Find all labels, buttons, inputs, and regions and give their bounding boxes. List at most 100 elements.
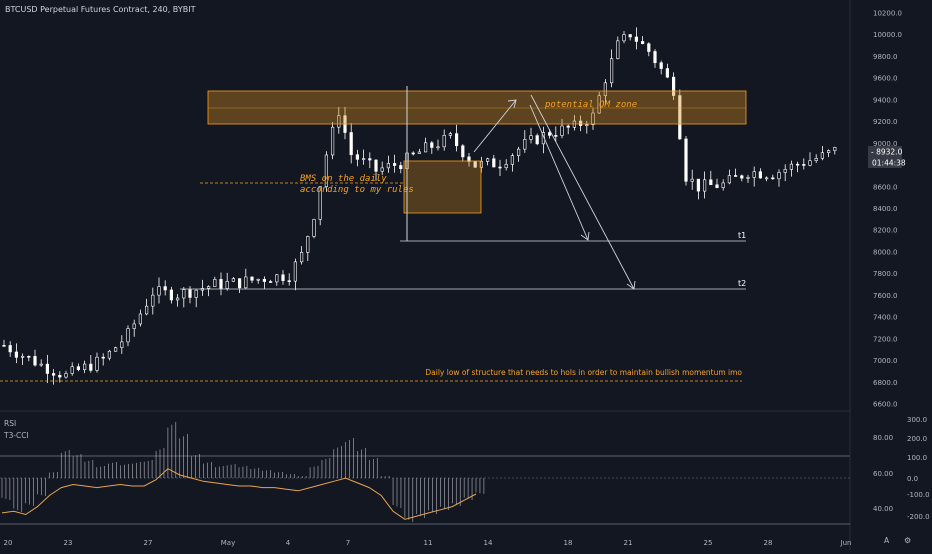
candle-body (597, 95, 601, 114)
candle-body (814, 158, 818, 161)
candle-body (45, 363, 49, 374)
consolidation-zone[interactable] (403, 160, 482, 214)
candle-body (157, 286, 161, 296)
time-tick-label: 4 (286, 539, 291, 547)
time-tick-label: 21 (624, 539, 633, 547)
down-arrow-t2-head (626, 280, 636, 290)
candle-body (386, 163, 391, 169)
price-tick-label: 8000.0 (873, 248, 898, 256)
candle-body (306, 236, 310, 253)
candle-body (442, 135, 446, 148)
last-price-tag[interactable] (868, 146, 902, 157)
candle-body (132, 323, 136, 329)
rsi-tick-label: 40.00 (873, 505, 893, 513)
candle-body (120, 341, 124, 348)
candle-body (727, 175, 731, 184)
time-tick-label: 18 (564, 539, 573, 547)
candle-body (287, 280, 291, 282)
candle-body (114, 347, 118, 352)
settings-icon[interactable]: ⚙ (904, 536, 911, 545)
candle-body (207, 286, 211, 289)
candle-body (436, 146, 440, 149)
price-tick-label: 10000.0 (873, 31, 902, 39)
candle-body (783, 169, 787, 173)
t1-label: t1 (738, 231, 746, 240)
candle-body (256, 278, 260, 281)
candle-body (374, 159, 378, 172)
price-tick-label: 9000.0 (873, 140, 898, 148)
cci-tick-label: 300.0 (907, 416, 927, 424)
candle-body (64, 373, 68, 378)
price-tick-label: 6800.0 (873, 379, 898, 387)
candle-body (76, 366, 80, 371)
candle-body (448, 133, 453, 136)
candle-body (510, 155, 515, 165)
candle-body (609, 58, 614, 84)
candle-body (219, 279, 223, 289)
rsi-label[interactable]: RSI (4, 419, 16, 428)
rsi-line (1, 468, 477, 520)
candle-body (70, 366, 74, 374)
qm-zone[interactable] (207, 90, 747, 125)
price-tick-label: 7000.0 (873, 357, 898, 365)
candle-body (498, 166, 502, 169)
candle-body (740, 175, 744, 179)
time-tick-label: 7 (346, 539, 350, 547)
up-arrow-head (507, 99, 517, 109)
candle-body (684, 138, 688, 182)
countdown-tag (868, 157, 902, 168)
price-tick-label: 7200.0 (873, 335, 898, 343)
candle-body (516, 148, 521, 156)
candle-body (399, 165, 403, 170)
candle-body (603, 82, 607, 97)
candle-body (653, 51, 657, 64)
candle-body (659, 62, 663, 69)
cci-tick-label: 0.0 (907, 475, 918, 483)
candle-body (709, 179, 713, 186)
projection-arrows[interactable] (473, 94, 636, 290)
candle-body (678, 95, 682, 140)
time-tick-label: 25 (704, 539, 713, 547)
rsi-tick-label: 80.00 (873, 434, 893, 442)
cci-label[interactable]: T3-CCI (3, 431, 29, 440)
candle-body (268, 281, 273, 283)
candle-body (423, 142, 428, 153)
candle-body (293, 261, 298, 282)
bms-label-line2: according to my rules (300, 185, 414, 195)
candle-body (176, 297, 180, 301)
candle-body (380, 167, 384, 172)
auto-scale-button[interactable]: A (884, 536, 890, 545)
candle-body (485, 158, 490, 162)
candle-body (337, 115, 341, 128)
price-tick-label: 7600.0 (873, 292, 898, 300)
candle-body (622, 34, 626, 42)
down-arrow-t2-path (530, 94, 635, 290)
candle-body (733, 175, 738, 177)
candle-body (702, 179, 707, 192)
time-axis[interactable]: 20 23 27 May 4 7 11 14 18 21 25 28 Jun (4, 539, 852, 547)
symbol-title[interactable]: BTCUSD Perpetual Futures Contract, 240, … (5, 5, 196, 14)
price-tick-label: 6600.0 (873, 401, 898, 409)
candle-body (690, 178, 694, 182)
t2-label: t2 (738, 279, 746, 288)
candle-body (795, 163, 800, 166)
bms-label-line1: BMS on the daily (300, 174, 387, 184)
candle-body (33, 356, 37, 366)
candle-body (461, 145, 465, 158)
candle-body (151, 294, 155, 307)
indicator-axis: 80.00 60.00 40.00 300.0 200.0 100.0 0.0 -100.0 -… (873, 416, 930, 521)
candle-body (789, 163, 793, 170)
candle-body (535, 135, 539, 145)
last-price-value: - 8932.0 (871, 148, 903, 157)
candle-body (696, 178, 700, 192)
qm-zone-label: potential QM zone (544, 100, 637, 110)
candle-body (318, 186, 322, 220)
candle-body (417, 151, 422, 154)
candle-body (213, 279, 217, 287)
price-tick-label: 8600.0 (873, 183, 898, 191)
candle-body (163, 286, 167, 291)
time-tick-label: Jun (840, 539, 852, 547)
time-tick-label: 14 (484, 539, 493, 547)
candle-body (628, 34, 632, 38)
